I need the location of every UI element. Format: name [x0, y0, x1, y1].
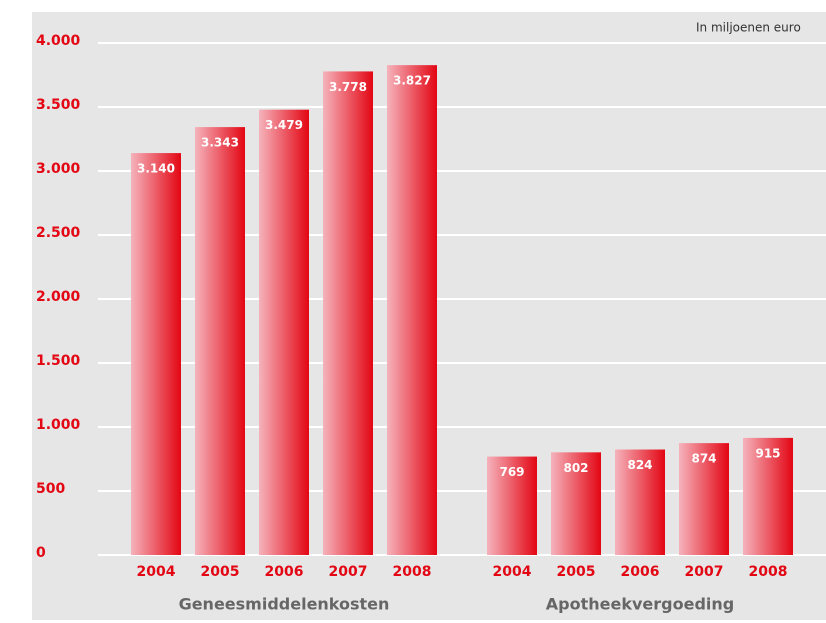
x-tick-label: 2004 [493, 564, 532, 580]
value-label: 3.140 [137, 162, 175, 176]
bar [487, 456, 537, 555]
bar [679, 443, 729, 555]
group-label: Geneesmiddelenkosten [179, 595, 390, 614]
y-tick-label: 2.000 [36, 289, 81, 305]
y-tick-label: 1.500 [36, 353, 81, 369]
value-label: 3.827 [393, 74, 431, 88]
x-tick-label: 2007 [685, 564, 724, 580]
y-tick-label: 1.000 [36, 417, 81, 433]
unit-note: In miljoenen euro [696, 21, 801, 35]
y-tick-label: 500 [36, 481, 65, 497]
y-tick-label: 2.500 [36, 225, 81, 241]
x-tick-label: 2005 [557, 564, 596, 580]
value-label: 3.343 [201, 136, 239, 150]
value-label: 769 [499, 465, 524, 479]
y-tick-label: 3.500 [36, 97, 81, 113]
bar [387, 65, 437, 556]
bar [551, 452, 601, 555]
x-tick-label: 2006 [265, 564, 304, 580]
x-tick-label: 2005 [201, 564, 240, 580]
bar [131, 153, 181, 555]
x-tick-label: 2008 [749, 564, 788, 580]
y-tick-label: 3.000 [36, 161, 81, 177]
group-label: Apotheekvergoeding [546, 595, 734, 614]
value-label: 3.778 [329, 80, 367, 94]
bar [195, 127, 245, 555]
value-label: 802 [563, 461, 588, 475]
value-label: 915 [755, 446, 780, 460]
bar [743, 437, 793, 555]
value-label: 824 [627, 458, 652, 472]
bar [615, 449, 665, 555]
value-label: 874 [691, 452, 716, 466]
value-label: 3.479 [265, 118, 303, 132]
x-tick-label: 2007 [329, 564, 368, 580]
bar [259, 109, 309, 556]
y-tick-label: 4.000 [36, 33, 81, 49]
x-tick-label: 2008 [393, 564, 432, 580]
y-tick-label: 0 [36, 545, 46, 561]
bar [323, 71, 373, 555]
x-tick-label: 2004 [137, 564, 176, 580]
x-tick-label: 2006 [621, 564, 660, 580]
